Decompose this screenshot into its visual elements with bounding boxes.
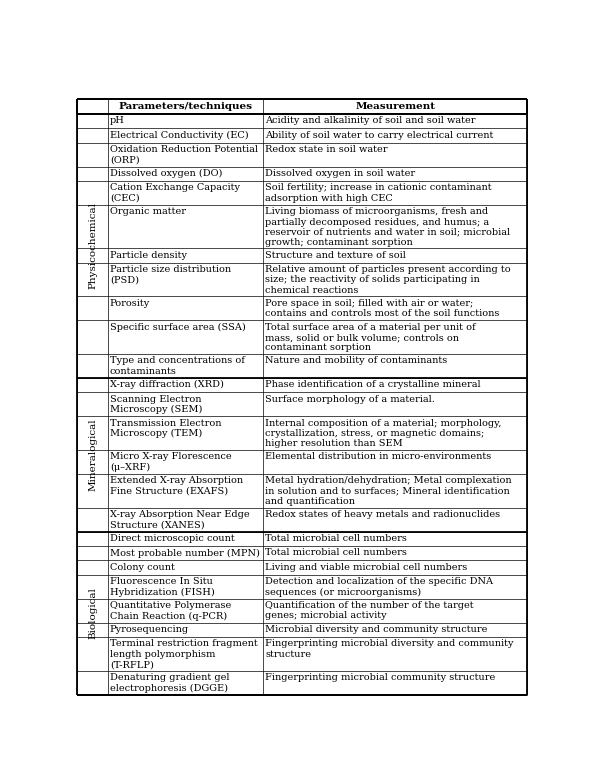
Text: Elemental distribution in micro-environments: Elemental distribution in micro-environm…	[265, 452, 491, 461]
Text: Soil fertility; increase in cationic contaminant
adsorption with high CEC: Soil fertility; increase in cationic con…	[265, 183, 491, 202]
Text: Biological: Biological	[88, 587, 97, 639]
Text: Terminal restriction fragment
length polymorphism
(T-RFLP): Terminal restriction fragment length pol…	[110, 639, 258, 669]
Bar	[77, 546, 527, 561]
Text: Organic matter: Organic matter	[110, 207, 186, 216]
Bar	[77, 599, 527, 622]
Text: Specific surface area (SSA): Specific surface area (SSA)	[110, 322, 245, 332]
Text: Total microbial cell numbers: Total microbial cell numbers	[265, 548, 407, 557]
Text: Redox states of heavy metals and radionuclides: Redox states of heavy metals and radionu…	[265, 510, 500, 519]
Bar	[77, 450, 527, 474]
Bar	[77, 508, 527, 532]
Text: Particle density: Particle density	[110, 251, 187, 260]
Bar	[77, 354, 527, 378]
Text: Mineralogical: Mineralogical	[88, 419, 97, 492]
Text: Physicochemical: Physicochemical	[88, 202, 97, 289]
Bar	[77, 392, 527, 416]
Text: Quantification of the number of the target
genes; microbial activity: Quantification of the number of the targ…	[265, 601, 474, 620]
Text: Denaturing gradient gel
electrophoresis (DGGE): Denaturing gradient gel electrophoresis …	[110, 673, 230, 692]
Text: Relative amount of particles present according to
size; the reactivity of solids: Relative amount of particles present acc…	[265, 265, 511, 295]
Text: Living and viable microbial cell numbers: Living and viable microbial cell numbers	[265, 563, 467, 572]
Text: X-ray diffraction (XRD): X-ray diffraction (XRD)	[110, 380, 224, 390]
Text: Redox state in soil water: Redox state in soil water	[265, 145, 388, 154]
Text: X-ray Absorption Near Edge
Structure (XANES): X-ray Absorption Near Edge Structure (XA…	[110, 510, 250, 529]
Bar	[77, 575, 527, 599]
Text: Living biomass of microorganisms, fresh and
partially decomposed residues, and h: Living biomass of microorganisms, fresh …	[265, 207, 510, 247]
Text: Quantitative Polymerase
Chain Reaction (q-PCR): Quantitative Polymerase Chain Reaction (…	[110, 601, 231, 621]
Text: Total surface area of a material per unit of
mass, solid or bulk volume; control: Total surface area of a material per uni…	[265, 322, 476, 352]
Bar	[77, 99, 527, 114]
Text: Fingerprinting microbial diversity and community
structure: Fingerprinting microbial diversity and c…	[265, 639, 513, 659]
Bar	[77, 671, 527, 695]
Bar	[77, 249, 527, 263]
Bar	[77, 378, 527, 392]
Bar	[77, 416, 527, 450]
Bar	[77, 561, 527, 575]
Text: Particle size distribution
(PSD): Particle size distribution (PSD)	[110, 265, 231, 285]
Text: Fluorescence In Situ
Hybridization (FISH): Fluorescence In Situ Hybridization (FISH…	[110, 577, 215, 597]
Text: Pyrosequencing: Pyrosequencing	[110, 625, 189, 634]
Text: Pore space in soil; filled with air or water;
contains and controls most of the : Pore space in soil; filled with air or w…	[265, 299, 499, 318]
Text: Dissolved oxygen in soil water: Dissolved oxygen in soil water	[265, 169, 415, 178]
Text: Surface morphology of a material.: Surface morphology of a material.	[265, 394, 435, 404]
Bar	[77, 129, 527, 143]
Bar	[77, 296, 527, 321]
Bar	[77, 532, 527, 546]
Bar	[77, 263, 527, 296]
Text: pH: pH	[110, 116, 124, 125]
Text: Internal composition of a material; morphology,
crystallization, stress, or magn: Internal composition of a material; morp…	[265, 419, 502, 448]
Text: Electrical Conductivity (EC): Electrical Conductivity (EC)	[110, 130, 248, 140]
Bar	[77, 166, 527, 181]
Text: Measurement: Measurement	[355, 102, 435, 111]
Text: Fingerprinting microbial community structure: Fingerprinting microbial community struc…	[265, 673, 496, 682]
Bar	[77, 321, 527, 354]
Bar	[77, 114, 527, 129]
Bar	[77, 474, 527, 508]
Text: Oxidation Reduction Potential
(ORP): Oxidation Reduction Potential (ORP)	[110, 145, 258, 164]
Bar	[77, 637, 527, 671]
Bar	[77, 205, 527, 249]
Text: Phase identification of a crystalline mineral: Phase identification of a crystalline mi…	[265, 380, 481, 390]
Text: Detection and localization of the specific DNA
sequences (or microorganisms): Detection and localization of the specif…	[265, 577, 493, 597]
Text: Ability of soil water to carry electrical current: Ability of soil water to carry electrica…	[265, 130, 493, 140]
Text: Micro X-ray Florescence
(μ–XRF): Micro X-ray Florescence (μ–XRF)	[110, 452, 231, 472]
Text: Parameters/techniques: Parameters/techniques	[119, 102, 253, 111]
Text: Nature and mobility of contaminants: Nature and mobility of contaminants	[265, 356, 447, 365]
Text: Microbial diversity and community structure: Microbial diversity and community struct…	[265, 625, 487, 634]
Text: Dissolved oxygen (DO): Dissolved oxygen (DO)	[110, 169, 222, 178]
Text: Type and concentrations of
contaminants: Type and concentrations of contaminants	[110, 356, 245, 376]
Text: Most probable number (MPN): Most probable number (MPN)	[110, 548, 260, 557]
Text: Transmission Electron
Microscopy (TEM): Transmission Electron Microscopy (TEM)	[110, 419, 221, 438]
Text: Colony count: Colony count	[110, 563, 175, 572]
Text: Porosity: Porosity	[110, 299, 150, 307]
Text: Structure and texture of soil: Structure and texture of soil	[265, 251, 406, 260]
Bar	[77, 143, 527, 166]
Text: Scanning Electron
Microscopy (SEM): Scanning Electron Microscopy (SEM)	[110, 394, 202, 414]
Bar	[77, 181, 527, 205]
Text: Extended X-ray Absorption
Fine Structure (EXAFS): Extended X-ray Absorption Fine Structure…	[110, 477, 243, 495]
Text: Direct microscopic count: Direct microscopic count	[110, 534, 235, 543]
Text: Metal hydration/dehydration; Metal complexation
in solution and to surfaces; Min: Metal hydration/dehydration; Metal compl…	[265, 477, 512, 506]
Text: Acidity and alkalinity of soil and soil water: Acidity and alkalinity of soil and soil …	[265, 116, 476, 125]
Text: Cation Exchange Capacity
(CEC): Cation Exchange Capacity (CEC)	[110, 183, 240, 202]
Text: Total microbial cell numbers: Total microbial cell numbers	[265, 534, 407, 543]
Bar	[77, 622, 527, 637]
